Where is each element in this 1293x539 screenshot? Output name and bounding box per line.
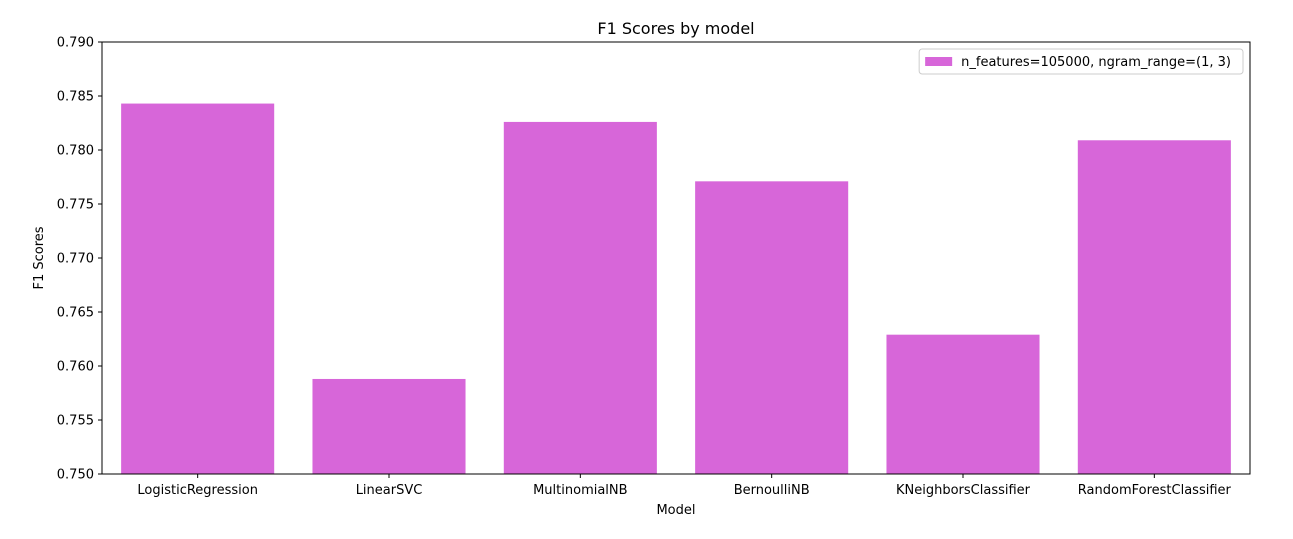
y-tick-label: 0.755 — [57, 414, 94, 429]
bars-group — [121, 103, 1231, 475]
plot-frame — [101, 41, 1251, 475]
x-tick-label: BernoulliNB — [734, 483, 810, 498]
x-tick-label: MultinomialNB — [533, 483, 627, 498]
y-tick-label: 0.780 — [57, 144, 94, 159]
chart-title: F1 Scores by model — [597, 19, 754, 38]
y-tick-label: 0.790 — [57, 36, 94, 51]
y-axis-ticks: 0.750 0.755 0.760 0.765 0.770 0.775 0.780 0.785… — [57, 36, 102, 483]
bar-randomforestclassifier — [1077, 140, 1231, 474]
y-tick-label: 0.750 — [57, 468, 94, 483]
bar-multinomialnb — [503, 121, 657, 475]
bar-kneighborsclassifier — [886, 334, 1040, 474]
legend: n_features=105000, ngram_range=(1, 3) — [918, 48, 1244, 75]
x-tick-label: RandomForestClassifier — [1078, 483, 1232, 498]
legend-swatch — [925, 57, 953, 66]
x-tick-label: KNeighborsClassifier — [896, 483, 1031, 498]
bar-logisticregression — [121, 103, 275, 474]
y-tick-label: 0.775 — [57, 198, 94, 213]
x-axis-label: Model — [656, 503, 695, 518]
y-tick-label: 0.770 — [57, 252, 94, 267]
y-axis-label: F1 Scores — [32, 226, 47, 289]
y-tick-label: 0.765 — [57, 306, 94, 321]
bar-linearsvc — [312, 378, 466, 474]
legend-box — [918, 48, 1244, 75]
bar-bernoullinb — [695, 181, 849, 474]
legend-entry-label: n_features=105000, ngram_range=(1, 3) — [961, 55, 1231, 70]
x-tick-label: LinearSVC — [356, 483, 423, 498]
x-tick-label: LogisticRegression — [137, 483, 258, 498]
x-axis-ticks: LogisticRegression LinearSVC MultinomialNB… — [137, 474, 1232, 498]
y-tick-label: 0.785 — [57, 90, 94, 105]
y-tick-label: 0.760 — [57, 360, 94, 375]
